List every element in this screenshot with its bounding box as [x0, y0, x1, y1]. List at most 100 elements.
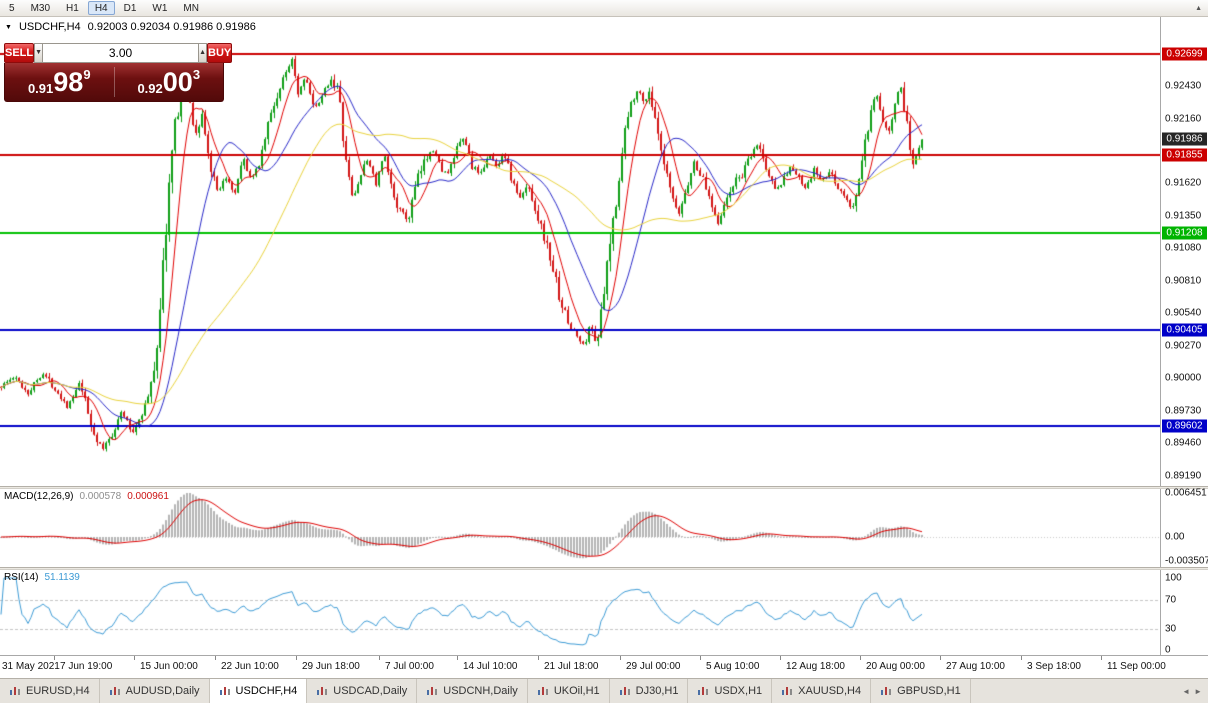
chart-icon	[219, 686, 231, 696]
chart-tab-usdchf-h4[interactable]: USDCHF,H4	[209, 679, 308, 703]
chart-icon	[619, 686, 631, 696]
macd-main-value: 0.000578	[79, 491, 122, 502]
time-axis-label: 14 Jul 10:00	[463, 661, 518, 672]
rsi-pane: RSI(14) 51.1139 100 70 30 0	[0, 570, 1208, 656]
timeframe-button-mn[interactable]: MN	[183, 3, 199, 14]
chart-icon	[316, 686, 328, 696]
time-axis-tick	[780, 656, 781, 660]
time-axis-tick	[1021, 656, 1022, 660]
chart-tab-gbpusd-h1[interactable]: GBPUSD,H1	[871, 679, 971, 703]
chart-tab-usdx-h1[interactable]: USDX,H1	[688, 679, 773, 703]
rsi-indicator-name: RSI(14)	[4, 572, 39, 583]
lot-size-input[interactable]	[43, 43, 199, 63]
price-axis-label: 0.90270	[1165, 340, 1202, 352]
timeframe-button-h1[interactable]: H1	[66, 3, 79, 14]
rsi-value: 51.1139	[44, 572, 80, 583]
rsi-axis-label: 30	[1165, 623, 1177, 635]
price-level-badge: 0.91208	[1162, 226, 1207, 240]
time-axis-tick	[1101, 656, 1102, 660]
chart-tab-dj30-h1[interactable]: DJ30,H1	[609, 679, 689, 703]
price-axis-label: 0.91620	[1165, 177, 1202, 189]
sell-button[interactable]: SELL	[4, 43, 35, 63]
time-axis-label: 21 Jul 18:00	[544, 661, 599, 672]
chart-icon	[537, 686, 549, 696]
timeframe-button-d1[interactable]: D1	[123, 3, 137, 14]
toolbar-up-arrow-icon[interactable]: ▲	[1195, 4, 1202, 12]
time-axis-label: 20 Aug 00:00	[866, 661, 925, 672]
chart-tab-usdcnh-daily[interactable]: USDCNH,Daily	[417, 679, 528, 703]
chart-tab-bar: EURUSD,H4 AUDUSD,Daily USDCHF,H4 USDCAD,Dai…	[0, 678, 1208, 703]
chart-header: ▼ USDCHF,H4 0.92003 0.92034 0.91986 0.91…	[5, 21, 256, 33]
chart-menu-icon: ▼	[5, 23, 12, 31]
timeframe-button-m30[interactable]: M30	[30, 3, 51, 14]
chart-tab-label: USDCHF,H4	[235, 685, 298, 697]
pane-separator[interactable]	[0, 486, 1208, 489]
macd-axis-label: 0.006451	[1165, 487, 1207, 499]
time-axis-tick	[215, 656, 216, 660]
chart-tab-usdcad-daily[interactable]: USDCAD,Daily	[307, 679, 418, 703]
price-axis-label: 0.89460	[1165, 437, 1202, 449]
chart-tab-label: USDX,H1	[714, 685, 763, 697]
tab-navigation: ◄ ►	[1182, 679, 1208, 703]
timeframe-button-5[interactable]: 5	[9, 3, 15, 14]
price-axis-label: 0.89730	[1165, 405, 1202, 417]
rsi-label: RSI(14) 51.1139	[4, 572, 80, 583]
price-axis-label: 0.91350	[1165, 210, 1202, 222]
chart-icon	[426, 686, 438, 696]
rsi-canvas[interactable]	[0, 570, 1160, 655]
price-level-badge: 0.89602	[1162, 419, 1207, 433]
lot-increase-button[interactable]: ▲	[198, 43, 207, 63]
timeframe-button-h4[interactable]: H4	[87, 1, 115, 15]
sell-price-sup: 9	[83, 67, 91, 82]
rsi-axis[interactable]: 100 70 30 0	[1160, 570, 1208, 656]
price-axis-label: 0.90000	[1165, 372, 1202, 384]
buy-price-prefix: 0.92	[137, 81, 163, 96]
pane-separator[interactable]	[0, 567, 1208, 570]
bid-ask-display: 0.91 98 9 0.92 00 3	[4, 63, 224, 102]
time-axis-label: 5 Aug 10:00	[706, 661, 760, 672]
macd-canvas[interactable]	[0, 489, 1160, 567]
timeframe-button-w1[interactable]: W1	[152, 3, 168, 14]
buy-price[interactable]: 0.92 00 3	[115, 63, 224, 101]
macd-signal-value: 0.000961	[127, 491, 169, 502]
chart-tab-audusd-daily[interactable]: AUDUSD,Daily	[99, 679, 210, 703]
macd-label: MACD(12,26,9) 0.000578 0.000961	[4, 491, 169, 502]
chart-icon	[9, 686, 21, 696]
sell-price[interactable]: 0.91 98 9	[5, 63, 114, 101]
chart-icon	[109, 686, 121, 696]
time-axis-tick	[134, 656, 135, 660]
timeframe-buttons: 5 M30 H1 H4 D1 W1 MN	[1, 1, 207, 15]
chart-icon	[781, 686, 793, 696]
price-axis-label: 0.92160	[1165, 113, 1202, 125]
time-axis-label: 31 May 2021	[2, 661, 60, 672]
current-price-badge: 0.91986	[1162, 132, 1207, 146]
price-level-badge: 0.90405	[1162, 323, 1207, 337]
chart-tab-eurusd-h4[interactable]: EURUSD,H4	[0, 679, 100, 703]
time-axis-label: 7 Jul 00:00	[385, 661, 434, 672]
time-axis-label: 29 Jul 00:00	[626, 661, 681, 672]
macd-axis[interactable]: 0.006451 0.00 -0.003507	[1160, 487, 1208, 567]
sell-price-big: 98	[53, 67, 84, 97]
chart-tab-xauusd-h4[interactable]: XAUUSD,H4	[772, 679, 872, 703]
chart-tab-label: EURUSD,H4	[26, 685, 90, 697]
time-axis[interactable]: 31 May 2021 7 Jun 19:00 15 Jun 00:00 22 Jun…	[0, 655, 1208, 678]
time-axis-tick	[620, 656, 621, 660]
tab-scroll-right-icon[interactable]: ►	[1194, 686, 1202, 696]
time-axis-tick	[296, 656, 297, 660]
tab-scroll-left-icon[interactable]: ◄	[1182, 686, 1191, 696]
sell-price-prefix: 0.91	[27, 81, 54, 96]
price-axis[interactable]: 0.92430 0.92160 0.91620 0.91350 0.91080 0.908…	[1160, 17, 1208, 486]
trade-panel-controls: SELL ▼ ▲ BUY	[4, 43, 233, 63]
time-axis-label: 7 Jun 19:00	[60, 661, 113, 672]
chart-tab-ukoil-h1[interactable]: UKOil,H1	[527, 679, 610, 703]
time-axis-tick	[457, 656, 458, 660]
price-divider	[113, 67, 115, 97]
macd-axis-label: -0.003507	[1165, 555, 1208, 567]
chart-tabs: EURUSD,H4 AUDUSD,Daily USDCHF,H4 USDCAD,Dai…	[0, 679, 971, 703]
lot-decrease-button[interactable]: ▼	[34, 43, 44, 63]
buy-button[interactable]: BUY	[207, 43, 233, 63]
macd-axis-label: 0.00	[1165, 531, 1185, 543]
macd-indicator-name: MACD(12,26,9)	[4, 491, 74, 502]
chart-tab-label: XAUUSD,H4	[798, 685, 862, 697]
